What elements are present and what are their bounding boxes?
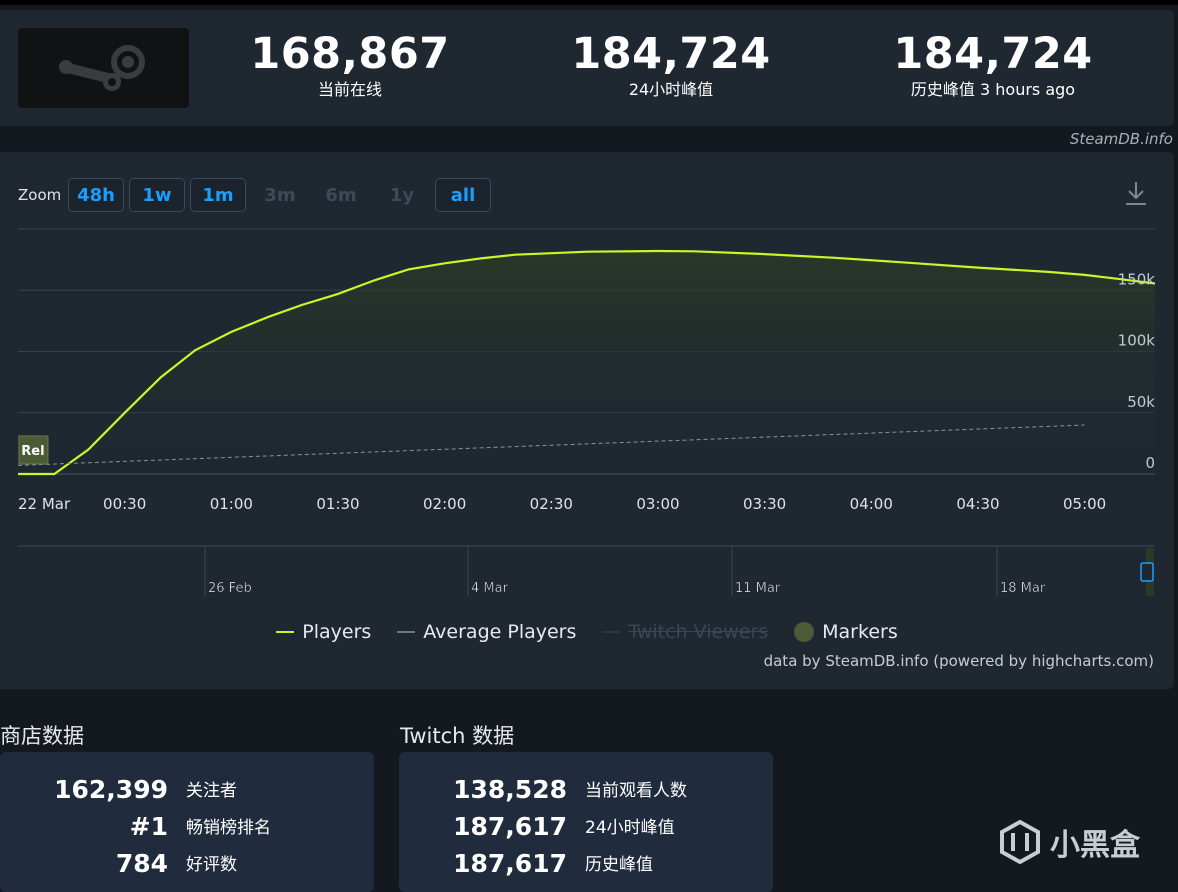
x-tick-label: 04:00 [850,495,893,513]
x-tick-label: 00:30 [103,495,146,513]
y-tick-label: 150k [1118,270,1156,288]
current-players-value: 168,867 [250,29,450,79]
heybox-watermark: 小黑盒 [1000,820,1140,864]
twitch-alltime-value: 187,617 [453,849,567,878]
zoom-all-button[interactable]: all [435,178,491,212]
store-row: 162,399 关注者 [0,774,374,806]
download-button[interactable] [1124,180,1148,210]
average-players-line [17,424,1085,466]
twitch-section-title: Twitch 数据 [400,724,515,748]
players-chart[interactable]: 0 50k 100k 150k 22 Mar 00:30 01:00 01:30 02:00 0… [0,152,1174,612]
x-tick-label: 05:00 [1063,495,1106,513]
legend-average[interactable]: Average Players [397,621,576,643]
store-row: 784 好评数 [0,848,374,880]
legend-markers[interactable]: Markers [794,621,898,643]
chart-panel: 0 50k 100k 150k 22 Mar 00:30 01:00 01:30 02:00 0… [0,152,1174,689]
store-followers-label: 关注者 [186,781,237,801]
twitch-current-value: 138,528 [453,775,567,804]
twitch-current-label: 当前观看人数 [585,781,687,801]
x-tick-label: 01:00 [210,495,253,513]
download-icon [1126,182,1146,205]
twitch-row: 138,528 当前观看人数 [399,774,773,806]
legend-players-swatch [276,631,295,633]
store-rank-value: #1 [129,812,168,841]
y-tick-label: 50k [1127,393,1155,411]
twitch-row: 187,617 24小时峰值 [399,811,773,843]
twitch-card: 138,528 当前观看人数 187,617 24小时峰值 187,617 历史… [399,752,773,892]
watermark-text: 小黑盒 [1050,828,1140,863]
store-reviews-value: 784 [115,849,168,878]
peak24-value: 184,724 [571,29,771,79]
legend-average-label: Average Players [423,621,577,643]
highcharts-credit[interactable]: data by SteamDB.info (powered by highcha… [763,652,1154,670]
twitch-row: 187,617 历史峰值 [399,848,773,880]
x-tick-label: 02:00 [423,495,466,513]
stats-panel: 168,867 当前在线 184,724 24小时峰值 184,724 历史峰值… [0,10,1174,126]
navigator-date-label: 26 Feb [208,581,252,596]
navigator-date-label: 4 Mar [471,581,509,596]
zoom-6m-button[interactable]: 6m [325,185,357,206]
legend-markers-label: Markers [822,621,898,643]
legend-markers-dot [794,622,815,642]
x-tick-label: 22 Mar [18,495,71,513]
legend-twitch-swatch [602,631,621,633]
store-section-title: 商店数据 [0,724,84,748]
legend-twitch[interactable]: Twitch Viewers [602,621,768,643]
x-tick-label: 03:00 [636,495,679,513]
alltime-peak-label: 历史峰值 3 hours ago [910,80,1076,99]
stat-peak24: 184,724 24小时峰值 [541,28,801,100]
current-players-label: 当前在线 [317,80,382,99]
zoom-1w-button[interactable]: 1w [129,178,185,212]
twitch-alltime-label: 历史峰值 [585,855,653,875]
twitch-peak24-value: 187,617 [453,812,567,841]
x-tick-label: 02:30 [530,495,573,513]
legend-players-label: Players [302,621,372,643]
navigator-handle[interactable] [1140,562,1154,582]
players-area [18,251,1155,474]
zoom-3m-button[interactable]: 3m [264,185,296,206]
top-strip [0,0,1178,5]
navigator-date-label: 11 Mar [735,581,781,596]
zoom-1m-button[interactable]: 1m [190,178,246,212]
navigator-date-label: 18 Mar [1000,581,1046,596]
zoom-48h-button[interactable]: 48h [68,178,124,212]
legend-average-swatch [397,631,416,633]
chart-legend: Players Average Players Twitch Viewers M… [0,620,1174,644]
stat-alltime: 184,724 历史峰值 3 hours ago [863,28,1123,100]
zoom-1y-button[interactable]: 1y [389,185,415,206]
legend-players[interactable]: Players [276,621,371,643]
store-row: #1 畅销榜排名 [0,811,374,843]
y-tick-label: 100k [1118,332,1156,350]
zoom-label: Zoom [18,186,62,204]
y-tick-label: 0 [1145,454,1155,472]
steam-logo-icon [58,45,145,91]
release-marker [18,435,49,465]
legend-twitch-label: Twitch Viewers [628,621,769,643]
players-line [18,249,1156,476]
x-tick-label: 03:30 [743,495,786,513]
store-followers-value: 162,399 [54,775,168,804]
steam-logo[interactable] [18,28,189,108]
store-rank-label: 畅销榜排名 [186,818,271,838]
peak24-label: 24小时峰值 [628,80,714,99]
heybox-logo-icon [1000,820,1040,864]
stat-current: 168,867 当前在线 [220,28,480,100]
x-tick-label: 01:30 [316,495,359,513]
alltime-peak-value: 184,724 [893,29,1093,79]
store-reviews-label: 好评数 [186,855,237,875]
twitch-peak24-label: 24小时峰值 [585,818,675,838]
x-tick-label: 04:30 [956,495,999,513]
store-card: 162,399 关注者 #1 畅销榜排名 784 好评数 [0,752,374,892]
release-marker-label: Rel [21,444,44,459]
steamdb-credit[interactable]: SteamDB.info [1069,130,1173,148]
